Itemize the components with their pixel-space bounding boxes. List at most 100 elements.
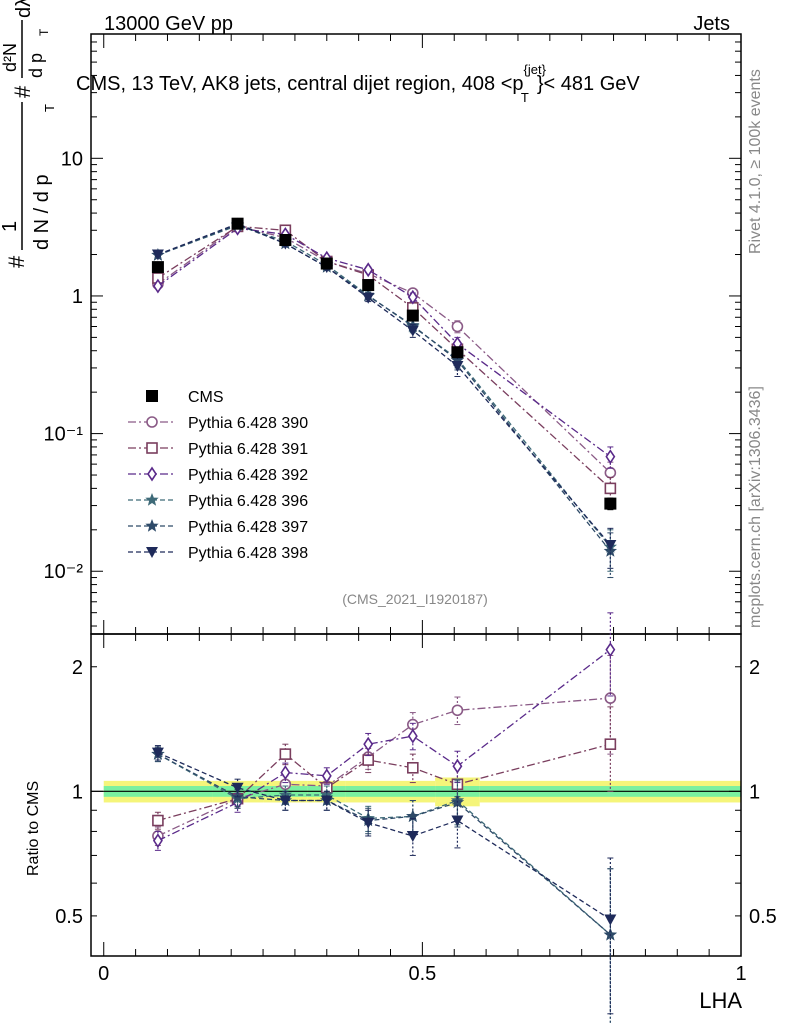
mcplots-label: mcplots.cern.ch [arXiv:1306.3436] (747, 386, 764, 628)
main-series (151, 217, 617, 579)
ratio-series-pythia-6-428-390 (152, 654, 617, 846)
legend-label: Pythia 6.428 397 (188, 519, 308, 536)
ratio-ytick-label-right: 0.5 (749, 906, 777, 928)
data-point (152, 833, 163, 849)
legend-label: Pythia 6.428 398 (188, 545, 308, 562)
legend-marker (147, 466, 157, 482)
data-point (451, 320, 464, 333)
ylabel-d2n: d²N (0, 43, 20, 72)
series-line (157, 752, 611, 921)
data-point (280, 765, 291, 781)
legend-marker (145, 493, 159, 506)
series-line (157, 753, 611, 936)
legend-marker (146, 390, 158, 402)
legend-marker (146, 416, 158, 428)
data-point (451, 360, 464, 372)
series-line (157, 697, 611, 837)
main-axes: 10⁻² 10⁻¹ 1 10 (44, 33, 742, 635)
data-point (604, 914, 617, 926)
data-point (407, 289, 418, 305)
ylabel-dlambda: dλ (13, 0, 35, 18)
x-tick-label: 1 (735, 963, 746, 985)
x-tick-label: 0 (98, 963, 109, 985)
main-ytick-label: 10⁻¹ (44, 424, 84, 446)
main-ytick-label: 1 (72, 286, 83, 308)
data-point (321, 768, 332, 784)
data-point (362, 279, 375, 292)
data-point (151, 747, 164, 759)
ratio-series-pythia-6-428-391 (152, 706, 617, 830)
x-axis-label: LHA (699, 988, 742, 1013)
ratio-series-pythia-6-428-398 (151, 745, 617, 1015)
data-point (604, 540, 617, 552)
main-frame (90, 33, 742, 635)
data-point (450, 353, 465, 367)
data-point (231, 217, 244, 230)
main-ytick-label: 10⁻² (44, 561, 84, 583)
data-point (152, 814, 164, 827)
legend-marker (145, 519, 159, 532)
data-point (604, 738, 617, 750)
data-point (451, 815, 464, 827)
ylabel-hash: # (4, 255, 29, 268)
ratio-ytick-label: 0.5 (55, 906, 83, 928)
ylabel-dn: d N / d p (31, 174, 53, 250)
data-point (451, 346, 464, 359)
data-point (406, 830, 419, 842)
ylabel-dpt-sub: T (37, 28, 51, 36)
data-point (320, 257, 333, 270)
analysis-watermark: (CMS_2021_I1920187) (342, 591, 488, 607)
series-line (157, 225, 611, 474)
data-point (279, 748, 292, 760)
data-point (320, 795, 333, 807)
series-line (157, 227, 611, 458)
legend-label: Pythia 6.428 390 (188, 415, 308, 432)
ratio-series-pythia-6-428-392 (152, 612, 616, 851)
series-line (157, 649, 611, 842)
legend-marker (146, 442, 158, 454)
plot-title-end: }< 481 GeV (537, 73, 641, 95)
data-point (151, 249, 164, 261)
ratio-axes: 0.5 0.5 1 1 2 2 0 0.5 1 (55, 633, 777, 985)
data-point (231, 782, 244, 794)
data-point (604, 466, 617, 479)
legend-label: Pythia 6.428 392 (188, 467, 308, 484)
data-point (152, 278, 163, 294)
ratio-frame (90, 633, 742, 957)
main-series-pythia-6-428-391 (152, 220, 617, 503)
data-point (605, 642, 616, 658)
ratio-ytick-label: 2 (72, 657, 83, 679)
ylabel-one: 1 (0, 221, 21, 232)
data-point (406, 809, 420, 822)
data-point (362, 817, 375, 829)
main-series-cms (151, 217, 617, 511)
ratio-ytick-label-right: 1 (749, 781, 760, 803)
series-line (157, 222, 611, 546)
data-point (406, 325, 419, 337)
rivet-label: Rivet 4.1.0, ≥ 100k events (747, 69, 764, 254)
data-point (362, 754, 375, 766)
data-point (406, 309, 419, 322)
series-line (157, 753, 611, 936)
data-point (452, 758, 463, 774)
series-line (157, 225, 611, 489)
data-point (604, 497, 617, 510)
plot-title-sup: {jet} (524, 62, 547, 77)
legend: CMS Pythia 6.428 390 Pythia 6.428 391 Pythi… (128, 389, 308, 562)
header-left: 13000 GeV pp (104, 13, 233, 35)
main-ylabel: # 1 d N / d p T # d²N d p T dλ (0, 0, 57, 268)
ylabel-hash2: # (10, 85, 35, 98)
data-point (279, 795, 292, 807)
data-point (363, 262, 374, 278)
series-line (157, 224, 611, 548)
data-point (451, 704, 464, 717)
plot-title-sub: T (521, 90, 529, 105)
x-tick-label: 0.5 (408, 963, 436, 985)
data-point (605, 449, 616, 465)
data-point (407, 728, 418, 744)
plot-title: CMS, 13 TeV, AK8 jets, central dijet reg… (76, 62, 640, 105)
main-ytick-label: 10 (61, 148, 83, 170)
series-line (157, 743, 611, 822)
data-point (279, 233, 292, 246)
ratio-ytick-label: 1 (72, 781, 83, 803)
